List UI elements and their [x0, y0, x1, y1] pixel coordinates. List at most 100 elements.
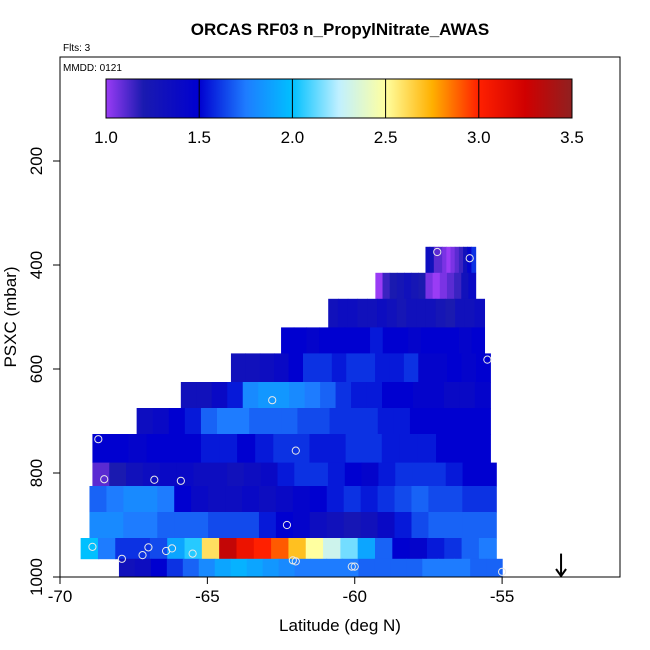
heatmap-cell: [126, 462, 144, 487]
heatmap-cell: [366, 382, 383, 409]
heatmap-cell: [425, 272, 434, 300]
heatmap-cell: [230, 353, 246, 383]
heatmap-cell: [416, 298, 427, 328]
heatmap-cell: [118, 558, 136, 578]
heatmap-cell: [361, 408, 379, 435]
heatmap-cell: [406, 298, 417, 328]
heatmap-cell: [227, 382, 244, 409]
heatmap-cell: [412, 382, 430, 409]
heatmap-cell: [123, 486, 141, 513]
heatmap-cell: [395, 327, 409, 354]
heatmap-cell: [397, 382, 414, 409]
heatmap-cell: [180, 382, 197, 409]
heatmap-cell: [450, 246, 456, 274]
colorbar-tick-label: 2.5: [374, 128, 398, 147]
heatmap-cell: [327, 462, 346, 487]
x-axis: -70 -65 -60 -55: [48, 576, 514, 606]
heatmap-cell: [392, 538, 411, 560]
heatmap-cell: [92, 434, 112, 463]
heatmap-cell: [219, 434, 238, 463]
heatmap-cell: [319, 327, 333, 354]
heatmap-cell: [335, 382, 352, 409]
heatmap-cell: [464, 298, 476, 328]
sample-point: [291, 557, 300, 566]
heatmap-cell: [258, 382, 275, 409]
heatmap-cell: [432, 353, 448, 383]
heatmap-cell: [474, 298, 486, 328]
heatmap-cell: [259, 353, 275, 383]
heatmap-cell: [428, 486, 446, 513]
heatmap-cell: [208, 486, 226, 513]
heatmap-cell: [309, 434, 329, 463]
sample-point: [291, 446, 300, 455]
heatmap-cell: [326, 558, 344, 578]
heatmap-cell: [389, 353, 405, 383]
heatmap-cell: [262, 558, 280, 578]
heatmap-cell: [328, 298, 339, 328]
heatmap-cell: [411, 272, 419, 300]
heatmap-cell: [297, 408, 315, 435]
heatmap-cell: [292, 486, 311, 513]
heatmap-cell: [378, 462, 396, 487]
heatmap-cell: [438, 558, 455, 578]
heatmap-cell: [198, 558, 216, 578]
sample-point: [94, 435, 103, 444]
heatmap-cell: [134, 558, 152, 578]
colorbar-ticks: 1.0 1.5 2.0 2.5 3.0 3.5: [94, 79, 584, 147]
heatmap-cell: [458, 408, 475, 435]
heatmap-cell: [357, 327, 371, 354]
heatmap-cell: [150, 558, 168, 578]
heatmap-cell: [344, 462, 363, 487]
heatmap-cell: [292, 512, 311, 539]
heatmap-cell: [277, 462, 295, 487]
heatmap-cell: [89, 512, 108, 539]
heatmap-cell: [386, 298, 398, 328]
heatmap-cell: [377, 512, 396, 539]
heatmap-cell: [377, 298, 388, 328]
heatmap-cell: [425, 298, 437, 328]
sample-point: [117, 554, 126, 563]
heatmap-cell: [201, 538, 220, 560]
heatmap-cell: [293, 327, 308, 354]
heatmap-cell: [375, 272, 384, 300]
heatmap-cell: [458, 246, 464, 274]
heatmap-cell: [309, 512, 328, 539]
heatmap-cell: [428, 462, 447, 487]
heatmap-cell: [159, 462, 178, 487]
heatmap-cell: [479, 462, 497, 487]
heatmap-cell: [394, 486, 413, 513]
heatmap-cell: [236, 538, 255, 560]
sample-point: [100, 475, 109, 484]
heatmap-cell: [320, 382, 337, 409]
sample-point: [498, 567, 507, 576]
colorbar-tick-label: 3.0: [467, 128, 491, 147]
colorbar-tick-label: 3.5: [560, 128, 584, 147]
sample-point: [433, 247, 442, 257]
heatmap-cell: [446, 327, 460, 354]
heatmap-cell: [174, 486, 192, 513]
heatmap-cell: [433, 327, 447, 354]
chart-title: ORCAS RF03 n_PropylNitrate_AWAS: [191, 20, 490, 39]
heatmap-cell: [167, 538, 186, 560]
heatmap-cell: [433, 246, 439, 274]
heatmap-cell: [242, 382, 259, 409]
y-axis-label: PSXC (mbar): [1, 266, 20, 367]
heatmap-cell: [97, 538, 116, 560]
heatmap-cell: [393, 408, 411, 435]
sample-point: [144, 543, 153, 552]
heatmap-cell: [342, 558, 360, 578]
heatmap-cell: [140, 512, 158, 539]
heatmap-cell: [445, 462, 464, 487]
heatmap-cell: [89, 486, 108, 513]
heatmap-cell: [463, 246, 468, 274]
heatmap-cell: [219, 538, 238, 560]
heatmap-cell: [347, 298, 359, 328]
heatmap-cell: [157, 512, 175, 539]
heatmap-cell: [357, 538, 376, 560]
heatmap-cell: [454, 246, 460, 274]
heatmap-cell: [446, 272, 455, 300]
heatmap-cell: [208, 512, 226, 539]
heatmap-cell: [326, 486, 345, 513]
sample-points: [88, 247, 507, 576]
